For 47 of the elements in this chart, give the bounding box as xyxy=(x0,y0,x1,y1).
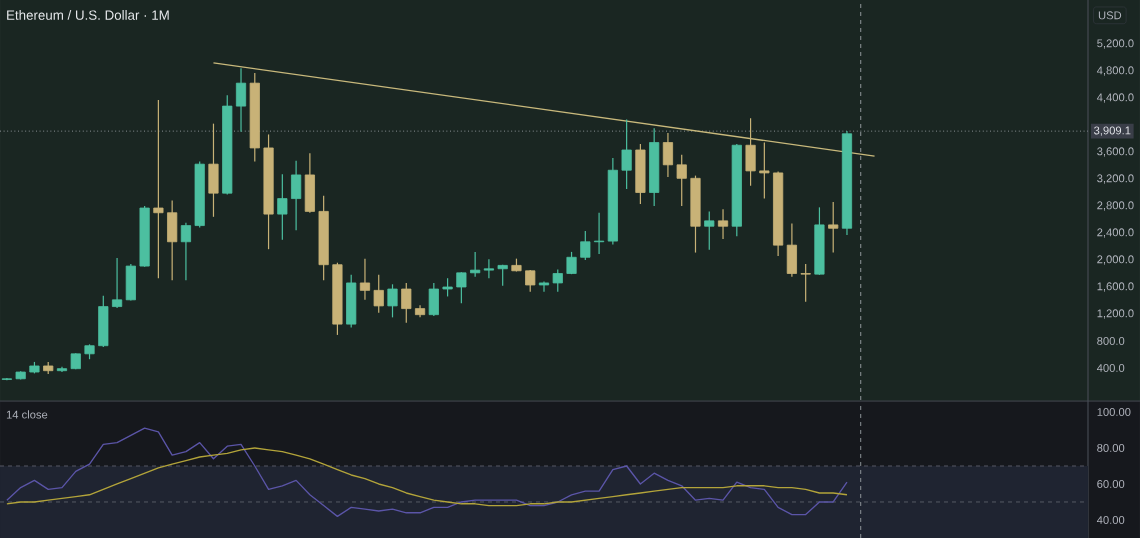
candlestick xyxy=(291,160,302,231)
candlestick xyxy=(359,258,371,301)
candlestick xyxy=(676,154,687,207)
candlestick xyxy=(525,269,536,293)
y-tick-label: 2,000.0 xyxy=(1097,255,1134,265)
candlestick xyxy=(800,263,811,303)
y-tick-label: 4,400.0 xyxy=(1096,93,1134,103)
y-tick-label: 1,600.0 xyxy=(1097,282,1134,292)
candlestick xyxy=(456,271,467,304)
candlestick xyxy=(828,201,839,254)
text: Ethereum / U.S. Dollar · 1M xyxy=(7,10,169,20)
candlestick xyxy=(235,67,247,133)
y-tick-label: 800.0 xyxy=(1097,337,1125,345)
y-tick-label: 100.00 xyxy=(1097,408,1131,416)
candlestick xyxy=(704,210,715,251)
y-tick-label: 2,400.0 xyxy=(1097,228,1134,238)
candlestick xyxy=(580,230,591,261)
candlestick xyxy=(621,119,632,190)
candlestick xyxy=(277,173,288,241)
y-tick-label: 1,200.0 xyxy=(1097,309,1134,319)
candlestick xyxy=(180,222,192,281)
y-tick-label: 3,200.0 xyxy=(1097,174,1134,184)
ref-line-label: 3,909.1 xyxy=(1094,126,1131,136)
candlestick xyxy=(470,251,481,278)
candlestick xyxy=(111,257,123,309)
candlestick xyxy=(483,258,494,279)
candlestick xyxy=(153,99,164,279)
y-tick-label: 4,800.0 xyxy=(1096,66,1134,76)
candlestick xyxy=(552,268,563,293)
y-tick-label: 80.00 xyxy=(1097,444,1125,452)
candlestick xyxy=(373,274,384,314)
y-tick-label: 40.00 xyxy=(1096,516,1125,524)
candlestick xyxy=(594,212,605,255)
y-tick-label: 5,200.0 xyxy=(1097,39,1134,49)
y-tick-label: 400.0 xyxy=(1096,364,1125,372)
text: 14 close xyxy=(6,410,48,419)
candlestick xyxy=(401,282,412,324)
y-tick-label: 60.00 xyxy=(1097,480,1125,488)
candlestick xyxy=(717,208,729,240)
candlestick xyxy=(759,141,770,200)
candlestick xyxy=(662,132,674,178)
y-tick-label: 3,600.0 xyxy=(1097,147,1134,157)
y-axis-title: USD xyxy=(1098,11,1122,20)
candlestick xyxy=(538,280,550,293)
candlestick xyxy=(387,283,398,318)
candlestick xyxy=(442,277,453,298)
y-tick-label: 2,800.0 xyxy=(1097,201,1134,211)
